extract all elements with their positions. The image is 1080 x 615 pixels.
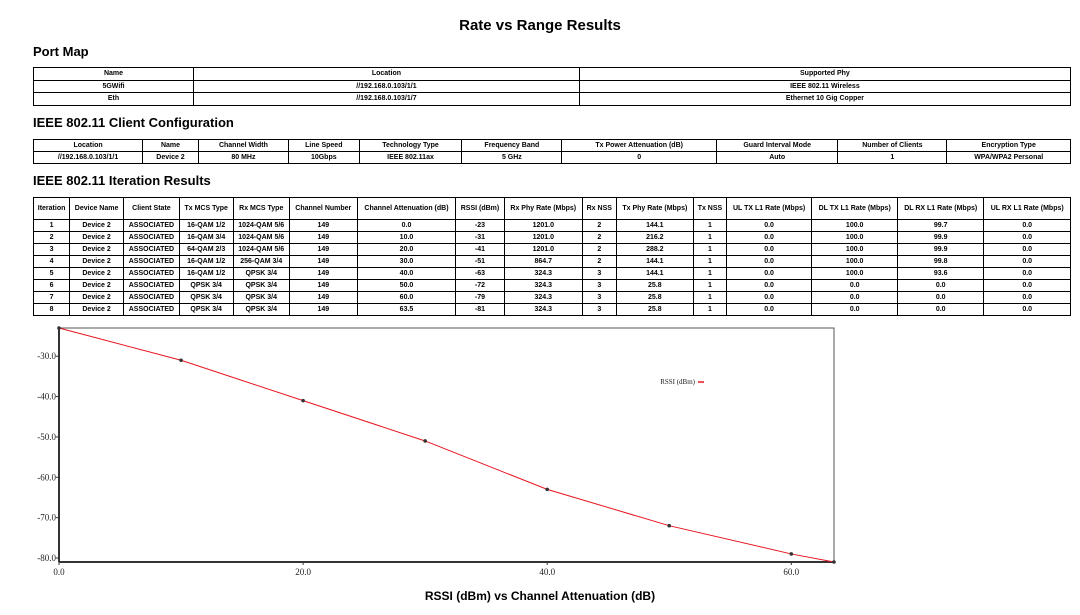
client-config-heading: IEEE 802.11 Client Configuration bbox=[33, 115, 234, 130]
table-cell: 5 GHz bbox=[461, 151, 563, 164]
x-tick-label: 60.0 bbox=[783, 567, 799, 577]
header-row: Location Name Channel Width Line Speed Techn… bbox=[32, 139, 1071, 152]
x-tick-label: 20.0 bbox=[295, 567, 311, 577]
header-row: Name Location Supported Phy bbox=[32, 67, 1072, 81]
table-cell: 1 bbox=[837, 151, 948, 164]
series-line bbox=[58, 327, 835, 563]
table-row: 7 Device 2 ASSOCIATED QPSK 3/4 QPSK 3/4 149 60… bbox=[32, 291, 1071, 304]
table-cell: 80 MHz bbox=[197, 151, 289, 164]
table-cell: 3 bbox=[581, 303, 617, 316]
table-cell: 63.5 bbox=[356, 303, 457, 316]
client-config-table: Location Name Channel Width Line Speed Techn… bbox=[32, 139, 1071, 164]
y-tick-label: -80.0 bbox=[37, 553, 56, 563]
table-row: 2 Device 2 ASSOCIATED 16-QAM 3/4 1024-QAM 5/… bbox=[32, 231, 1071, 244]
legend-label: RSSI (dBm) bbox=[660, 378, 695, 386]
table-cell: Eth bbox=[32, 92, 195, 106]
iteration-results-heading: IEEE 802.11 Iteration Results bbox=[33, 173, 211, 188]
data-point bbox=[179, 358, 183, 363]
y-tick-label: -50.0 bbox=[37, 432, 56, 442]
table-cell: ASSOCIATED bbox=[123, 303, 180, 316]
table-row: Eth//192.168.0.103/1/7 Ethernet 10 Gig Co… bbox=[32, 92, 1072, 106]
data-point bbox=[423, 439, 427, 443]
table-cell: 0.0 bbox=[983, 303, 1071, 316]
table-cell: WPA/WPA2 Personal bbox=[946, 151, 1071, 164]
table-cell: 25.8 bbox=[615, 303, 695, 316]
header-row: Iteration Device Name Client State Tx MCS T… bbox=[32, 197, 1071, 220]
table-cell: 8 bbox=[32, 303, 71, 316]
y-tick-label: -40.0 bbox=[37, 392, 56, 402]
table-row: 8 Device 2 ASSOCIATED QPSK 3/4 QPSK 3/4 149 63… bbox=[32, 303, 1071, 316]
plot-frame bbox=[58, 327, 835, 563]
data-point bbox=[57, 326, 61, 330]
y-tick-label: -60.0 bbox=[37, 472, 56, 482]
data-point bbox=[667, 523, 672, 528]
table-cell: Ethernet 10 Gig Copper bbox=[578, 92, 1072, 106]
table-cell: -81 bbox=[455, 303, 505, 316]
data-point bbox=[789, 552, 794, 556]
chart-title: RSSI (dBm) vs Channel Attenuation (dB) bbox=[424, 589, 656, 603]
iteration-results-table: Iteration Device Name Client State Tx MCS T… bbox=[32, 197, 1071, 316]
table-row: 5 Device 2 ASSOCIATED 16-QAM 1/2 QPSK 3/4 149… bbox=[32, 267, 1071, 280]
report-title: Rate vs Range Results bbox=[459, 17, 621, 34]
data-point bbox=[301, 398, 305, 403]
table-cell: 10Gbps bbox=[287, 151, 360, 164]
table-cell: QPSK 3/4 bbox=[232, 303, 290, 316]
table-cell: Device 2 bbox=[69, 303, 125, 316]
table-cell: Auto bbox=[716, 151, 839, 164]
x-tick-label: 40.0 bbox=[539, 567, 555, 577]
y-tick-label: -30.0 bbox=[37, 351, 56, 361]
port-map-heading: Port Map bbox=[33, 44, 89, 59]
table-cell: 324.3 bbox=[503, 303, 583, 316]
table-cell: //192.168.0.103/1/1 bbox=[32, 151, 144, 164]
table-row: //192.168.0.103/1/1 Device 2 80 MHz 10Gbps I… bbox=[32, 151, 1071, 164]
table-cell: 0.0 bbox=[896, 303, 985, 316]
data-point bbox=[545, 487, 549, 492]
x-tick-label: 0.0 bbox=[53, 567, 65, 577]
data-point bbox=[832, 560, 836, 564]
table-cell: IEEE 802.11ax bbox=[358, 151, 463, 164]
y-tick-label: -70.0 bbox=[37, 513, 56, 523]
port-map-table: Name Location Supported Phy 5GWifi//192.168… bbox=[32, 67, 1072, 106]
